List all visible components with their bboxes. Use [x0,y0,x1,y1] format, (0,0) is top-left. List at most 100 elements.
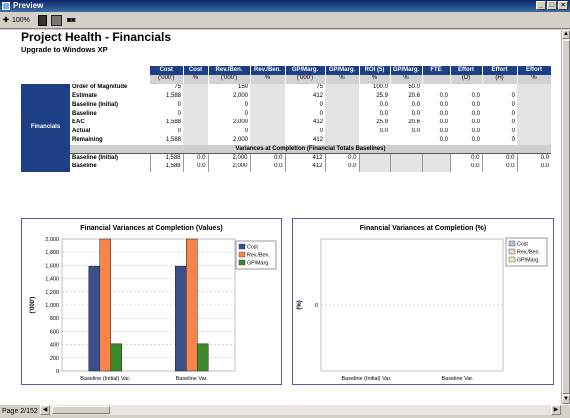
print-icon[interactable] [51,15,62,26]
vertical-scrollbar[interactable]: ▲ ▼ [561,30,570,404]
table-cell [325,83,359,93]
bar [186,238,198,372]
table-cell: 0 [482,101,517,110]
table-cell: 0.0 [249,162,285,172]
row-label: Order of Magnitude [70,83,150,93]
y-tick-label: 0 [56,369,59,375]
legend-label: Rev./Ben. [517,250,540,256]
table-cell [390,136,422,146]
page-indicator: Page 2/152 [2,408,38,415]
table-cell: 0.0 [516,153,551,163]
scroll-right-icon[interactable]: ▶ [551,405,561,415]
legend-label: Cost [247,245,258,251]
y-tick-label: 1,600 [45,263,59,269]
table-cell: 0 [285,109,325,119]
table-cell: 0.0 [422,101,450,110]
table-cell: 0.0 [390,127,422,137]
table-cell: 0.0 [359,109,390,119]
scroll-left-icon[interactable]: ◀ [40,405,50,415]
table-cell: 25.9 [359,92,390,102]
table-cell: 412 [285,118,325,128]
column-header: GP/Marg. [285,66,326,75]
table-cell: 2,000 [207,162,250,172]
table-cell: 0.0 [450,136,482,146]
percent-chart: 0 (%) Baseline (Initial) Var. Baseline Var.… [297,237,548,382]
column-header: Cost [150,66,184,75]
table-cell: 0.0 [182,162,208,172]
table-cell [250,118,285,128]
legend-swatch [508,248,516,255]
column-header: GP/Marg. [325,66,360,75]
column-unit: % [517,74,552,84]
table-cell: 0.0 [449,153,482,163]
legend-swatch [508,256,516,263]
zoom-icon[interactable]: ✚ [3,17,9,24]
table-cell [250,83,285,93]
window-title: Preview [13,1,44,10]
save-icon[interactable] [38,15,47,26]
scroll-up-icon[interactable]: ▲ [562,30,570,39]
zoom-level[interactable]: 100% [12,17,30,24]
table-cell: 1,588 [150,92,183,102]
legend-swatch [238,259,246,266]
table-cell [183,92,208,102]
table-cell [325,127,359,137]
table-cell: 1,588 [149,153,183,163]
table-cell [183,101,208,110]
table-cell: 0 [482,118,517,128]
table-cell: 75 [285,83,325,93]
document-page: Project Health - Financials Upgrade to W… [0,30,561,404]
table-cell: 1,588 [150,118,183,128]
find-icon[interactable]: ◙◙ [67,17,76,24]
table-cell: 0.0 [422,127,450,137]
table-cell: 0.0 [450,109,482,119]
y-tick-label: 1,000 [45,303,59,309]
column-unit: (D) [450,74,483,84]
table-cell: 0.0 [359,101,390,110]
column-unit: % [250,74,286,84]
row-label: Remaining [70,136,150,146]
y-tick-label: 400 [50,343,59,349]
table-cell [183,127,208,137]
table-cell: 0.0 [422,118,450,128]
column-unit: ('000') [208,74,251,84]
row-label: Baseline [70,162,150,172]
table-cell: 0 [482,92,517,102]
maximize-button[interactable]: □ [547,1,557,10]
table-cell: 0 [208,109,250,119]
scroll-down-icon[interactable]: ▼ [562,395,570,404]
minimize-button[interactable]: _ [536,1,546,10]
legend-label: Cost [517,242,528,248]
table-cell [325,136,359,146]
unit-spacer [21,75,150,84]
table-cell [183,118,208,128]
table-cell: 2,000 [208,136,250,146]
close-button[interactable]: × [558,1,568,10]
table-cell [482,83,517,93]
table-cell: 25.9 [359,118,390,128]
table-cell: 2,000 [208,92,250,102]
bar [88,265,100,372]
table-cell: 0.0 [324,162,359,172]
table-cell [421,162,450,172]
table-row: Actual 0 0 0 0.0 0.0 0.0 0.0 0 [21,127,551,137]
table-row: EAC 1,588 2,000 412 25.9 20.6 0.0 0.0 0 [21,118,551,128]
legend-swatch [238,251,246,258]
horizontal-scrollbar[interactable]: ◀ ▶ [40,405,561,415]
column-unit: ('000') [150,74,184,84]
vertical-scroll-thumb[interactable] [562,40,570,394]
table-cell [517,136,551,146]
legend-label: GP/Marg. [247,261,270,267]
table-header-row: Cost Cost Rev./Ben. Rev./Ben. GP/Marg. GP/Mar… [21,66,552,75]
financials-table: Cost Cost Rev./Ben. Rev./Ben. GP/Marg. GP/Mar… [21,66,552,172]
column-header: Rev./Ben. [250,66,286,75]
table-cell: 0.0 [450,127,482,137]
horizontal-scroll-thumb[interactable] [52,406,110,414]
table-cell [517,83,551,93]
x-tick-label: Baseline (Initial) Var. [341,376,392,382]
table-cell [517,118,551,128]
table-cell: 0.0 [324,153,359,163]
legend-swatch [238,243,246,250]
table-cell [389,153,422,163]
